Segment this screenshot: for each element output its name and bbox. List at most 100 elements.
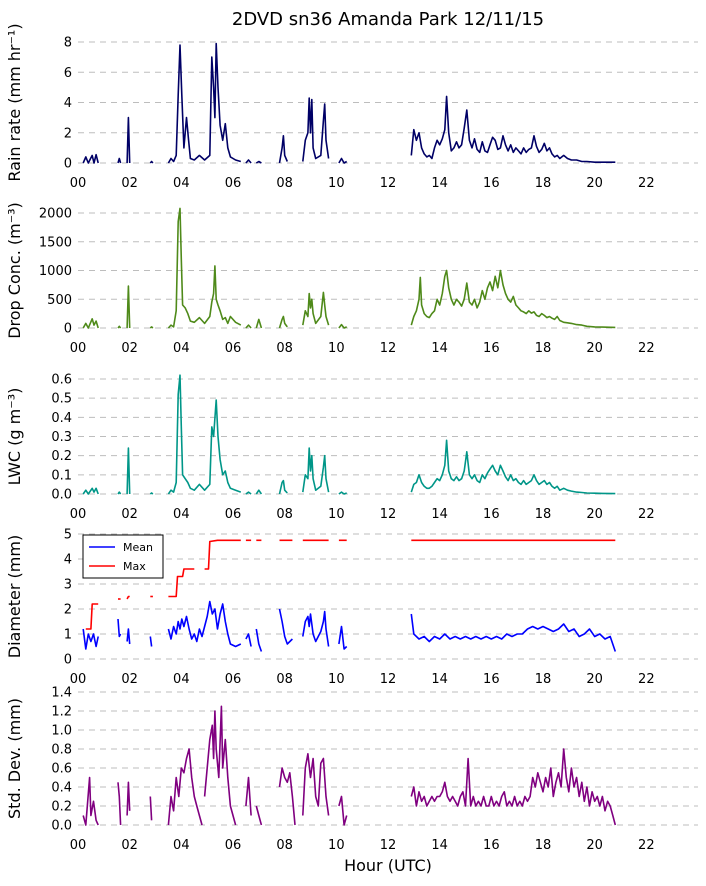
x-tick-label: 14 xyxy=(431,176,448,191)
x-tick-label: 08 xyxy=(276,341,293,356)
x-tick-label: 10 xyxy=(328,176,345,191)
x-tick-label: 18 xyxy=(535,838,552,853)
x-tick-label: 04 xyxy=(173,341,190,356)
x-tick-label: 12 xyxy=(380,838,397,853)
y-tick-label: 2000 xyxy=(39,207,72,222)
x-tick-label: 14 xyxy=(431,341,448,356)
figure-title: 2DVD sn36 Amanda Park 12/11/15 xyxy=(232,9,544,30)
x-tick-label: 12 xyxy=(380,507,397,522)
x-tick-label: 00 xyxy=(70,672,87,687)
x-tick-label: 16 xyxy=(483,341,500,356)
y-tick-label: 0.4 xyxy=(51,781,72,796)
series-line-mean xyxy=(117,618,122,638)
x-tick-label: 00 xyxy=(70,341,87,356)
x-tick-label: 10 xyxy=(328,672,345,687)
series-line-4 xyxy=(203,705,237,826)
series-line-1 xyxy=(278,315,288,329)
y-tick-label: 0 xyxy=(64,653,72,668)
series-line-0 xyxy=(149,160,154,164)
series-line-mean xyxy=(410,613,617,652)
series-line-0 xyxy=(302,97,330,162)
series-line-2 xyxy=(410,439,616,495)
y-tick-label: 0.4 xyxy=(51,411,72,426)
x-tick-label: 02 xyxy=(121,176,138,191)
series-line-mean xyxy=(82,628,99,650)
series-line-mean xyxy=(255,628,263,652)
x-tick-label: 04 xyxy=(173,176,190,191)
y-tick-label: 2 xyxy=(64,603,72,618)
series-line-1 xyxy=(126,285,131,329)
x-tick-label: 14 xyxy=(431,507,448,522)
y-tick-label: 0.2 xyxy=(51,800,72,815)
series-line-4 xyxy=(126,781,131,816)
x-tick-label: 02 xyxy=(121,838,138,853)
series-line-1 xyxy=(255,318,263,329)
series-line-1 xyxy=(302,291,330,326)
panel-2: 0.0 0.1 0.2 0.3 0.4 0.5 0.6 00 02 04 06 08 10 12 14 16 1… xyxy=(5,373,698,522)
series-line-0 xyxy=(82,153,99,164)
y-tick-label: 0.6 xyxy=(51,762,72,777)
x-tick-label: 20 xyxy=(586,176,603,191)
series-line-1 xyxy=(245,324,252,329)
y-tick-label: 0.0 xyxy=(51,488,72,503)
series-line-mean xyxy=(302,610,330,647)
x-tick-label: 18 xyxy=(535,341,552,356)
y-tick-label: 1.0 xyxy=(51,724,72,739)
x-tick-label: 22 xyxy=(638,672,655,687)
x-tick-label: 18 xyxy=(535,507,552,522)
x-tick-label: 04 xyxy=(173,672,190,687)
legend-label: Max xyxy=(123,560,146,573)
legend-label: Mean xyxy=(123,541,153,554)
x-tick-label: 16 xyxy=(483,507,500,522)
x-tick-label: 06 xyxy=(225,341,242,356)
y-tick-label: 500 xyxy=(47,293,72,308)
x-tick-label: 08 xyxy=(276,838,293,853)
x-tick-label: 16 xyxy=(483,672,500,687)
series-line-max xyxy=(204,539,241,570)
x-tick-label: 18 xyxy=(535,176,552,191)
y-axis-label: Rain rate (mm hr⁻¹) xyxy=(5,23,24,181)
series-line-max xyxy=(85,603,99,630)
series-line-1 xyxy=(410,269,616,329)
series-line-2 xyxy=(255,489,263,495)
y-tick-label: 2 xyxy=(64,126,72,141)
y-tick-label: 0.2 xyxy=(51,449,72,464)
y-tick-label: 1500 xyxy=(39,235,72,250)
y-tick-label: 6 xyxy=(64,66,72,81)
series-line-4 xyxy=(255,805,263,826)
series-line-4 xyxy=(149,796,153,821)
x-tick-label: 20 xyxy=(586,838,603,853)
series-line-2 xyxy=(278,479,288,495)
panel-1: 0 500 1000 1500 2000 00 02 04 06 08 10 12 14 16 18 20 22… xyxy=(5,202,698,356)
series-line-1 xyxy=(167,207,242,329)
series-line-max xyxy=(168,568,195,598)
legend: Mean Max xyxy=(82,534,164,579)
x-tick-label: 10 xyxy=(328,838,345,853)
series-line-mean xyxy=(126,628,131,645)
series-line-4 xyxy=(167,748,203,826)
series-line-0 xyxy=(410,95,616,163)
series-line-max xyxy=(126,595,130,600)
series-line-mean xyxy=(278,608,293,645)
y-tick-label: 1.4 xyxy=(51,686,72,701)
series-line-2 xyxy=(82,487,99,495)
series-line-1 xyxy=(149,326,154,329)
x-tick-label: 20 xyxy=(586,341,603,356)
y-tick-label: 4 xyxy=(64,553,72,568)
series-line-4 xyxy=(302,752,330,816)
series-line-0 xyxy=(338,157,348,164)
series-line-0 xyxy=(117,157,122,164)
y-tick-label: 0.3 xyxy=(51,430,72,445)
y-tick-label: 1000 xyxy=(39,264,72,279)
y-tick-label: 0.8 xyxy=(51,743,72,758)
series-line-4 xyxy=(338,795,348,826)
y-tick-label: 0.1 xyxy=(51,468,72,483)
x-tick-label: 00 xyxy=(70,507,87,522)
series-line-mean xyxy=(245,633,252,647)
y-tick-label: 0.6 xyxy=(51,373,72,388)
legend-box xyxy=(82,534,164,579)
y-axis-label: Diameter (mm) xyxy=(5,535,24,658)
series-line-0 xyxy=(167,42,242,164)
